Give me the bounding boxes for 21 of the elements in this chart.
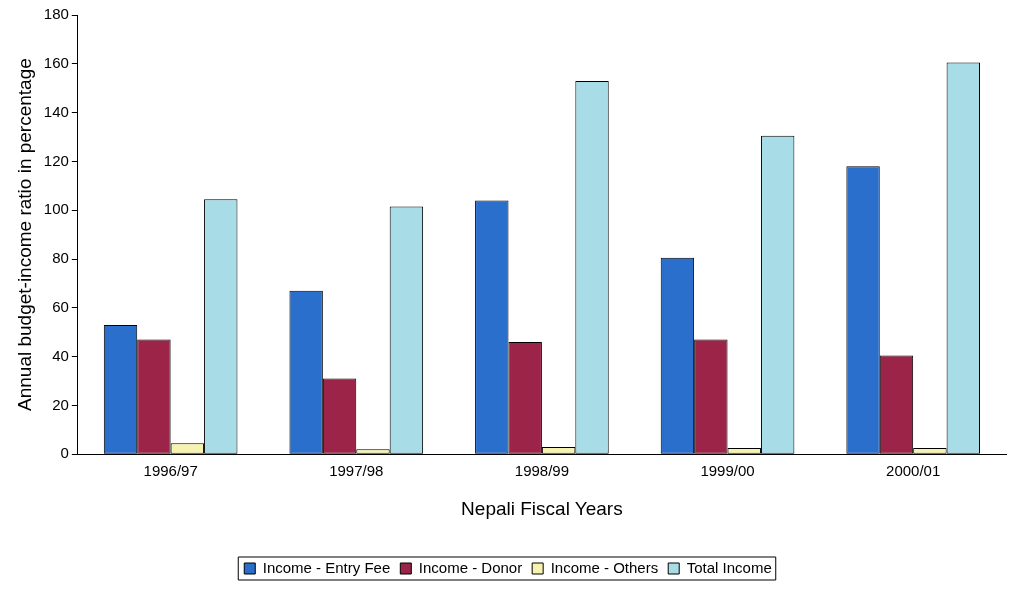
- y-tick-label: 180: [43, 5, 69, 23]
- y-tick-label: 160: [43, 53, 69, 71]
- x-tick-label: 1996/97: [143, 462, 198, 480]
- x-axis-title: Nepali Fiscal Years: [461, 497, 623, 519]
- y-tick-label: 100: [43, 200, 69, 218]
- y-tick-label: 80: [52, 249, 69, 267]
- legend-label: Income - Donor: [418, 558, 523, 576]
- y-tick-label: 140: [43, 102, 69, 120]
- y-tick-label: 20: [52, 395, 69, 413]
- x-tick-label: 1998/99: [514, 462, 570, 480]
- legend-label: Income - Entry Fee: [262, 558, 391, 576]
- legend-label: Total Income: [686, 558, 772, 576]
- y-axis-title: Annual budget-income ratio in percentage: [13, 58, 35, 411]
- y-tick-label: 40: [52, 346, 69, 364]
- y-tick-label: 0: [60, 444, 69, 462]
- x-tick-label: 1999/00: [700, 462, 755, 480]
- x-tick-label: 1997/98: [329, 462, 384, 480]
- legend-label: Income - Others: [550, 558, 659, 576]
- x-tick-label: 2000/01: [886, 462, 941, 480]
- y-tick-label: 60: [52, 297, 69, 315]
- y-tick-label: 120: [43, 151, 69, 169]
